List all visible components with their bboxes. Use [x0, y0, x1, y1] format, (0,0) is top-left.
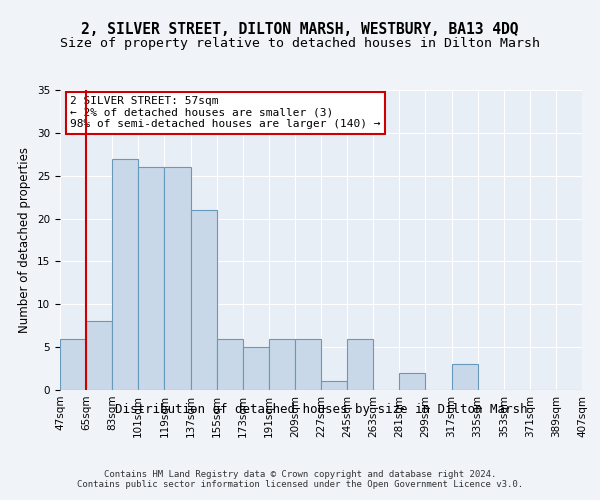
Bar — [295, 338, 321, 390]
Bar — [139, 167, 164, 390]
Text: Distribution of detached houses by size in Dilton Marsh: Distribution of detached houses by size … — [115, 402, 527, 415]
Bar — [86, 322, 112, 390]
Bar — [347, 338, 373, 390]
Bar — [242, 347, 269, 390]
Bar — [217, 338, 243, 390]
Bar — [400, 373, 425, 390]
Text: 2, SILVER STREET, DILTON MARSH, WESTBURY, BA13 4DQ: 2, SILVER STREET, DILTON MARSH, WESTBURY… — [81, 22, 519, 38]
Y-axis label: Number of detached properties: Number of detached properties — [19, 147, 31, 333]
Text: Contains HM Land Registry data © Crown copyright and database right 2024.
Contai: Contains HM Land Registry data © Crown c… — [77, 470, 523, 490]
Text: Size of property relative to detached houses in Dilton Marsh: Size of property relative to detached ho… — [60, 38, 540, 51]
Bar — [164, 167, 191, 390]
Bar — [452, 364, 478, 390]
Bar — [191, 210, 217, 390]
Bar — [112, 158, 139, 390]
Text: 2 SILVER STREET: 57sqm
← 2% of detached houses are smaller (3)
98% of semi-detac: 2 SILVER STREET: 57sqm ← 2% of detached … — [70, 96, 381, 129]
Bar — [321, 382, 347, 390]
Bar — [60, 338, 86, 390]
Bar — [269, 338, 295, 390]
